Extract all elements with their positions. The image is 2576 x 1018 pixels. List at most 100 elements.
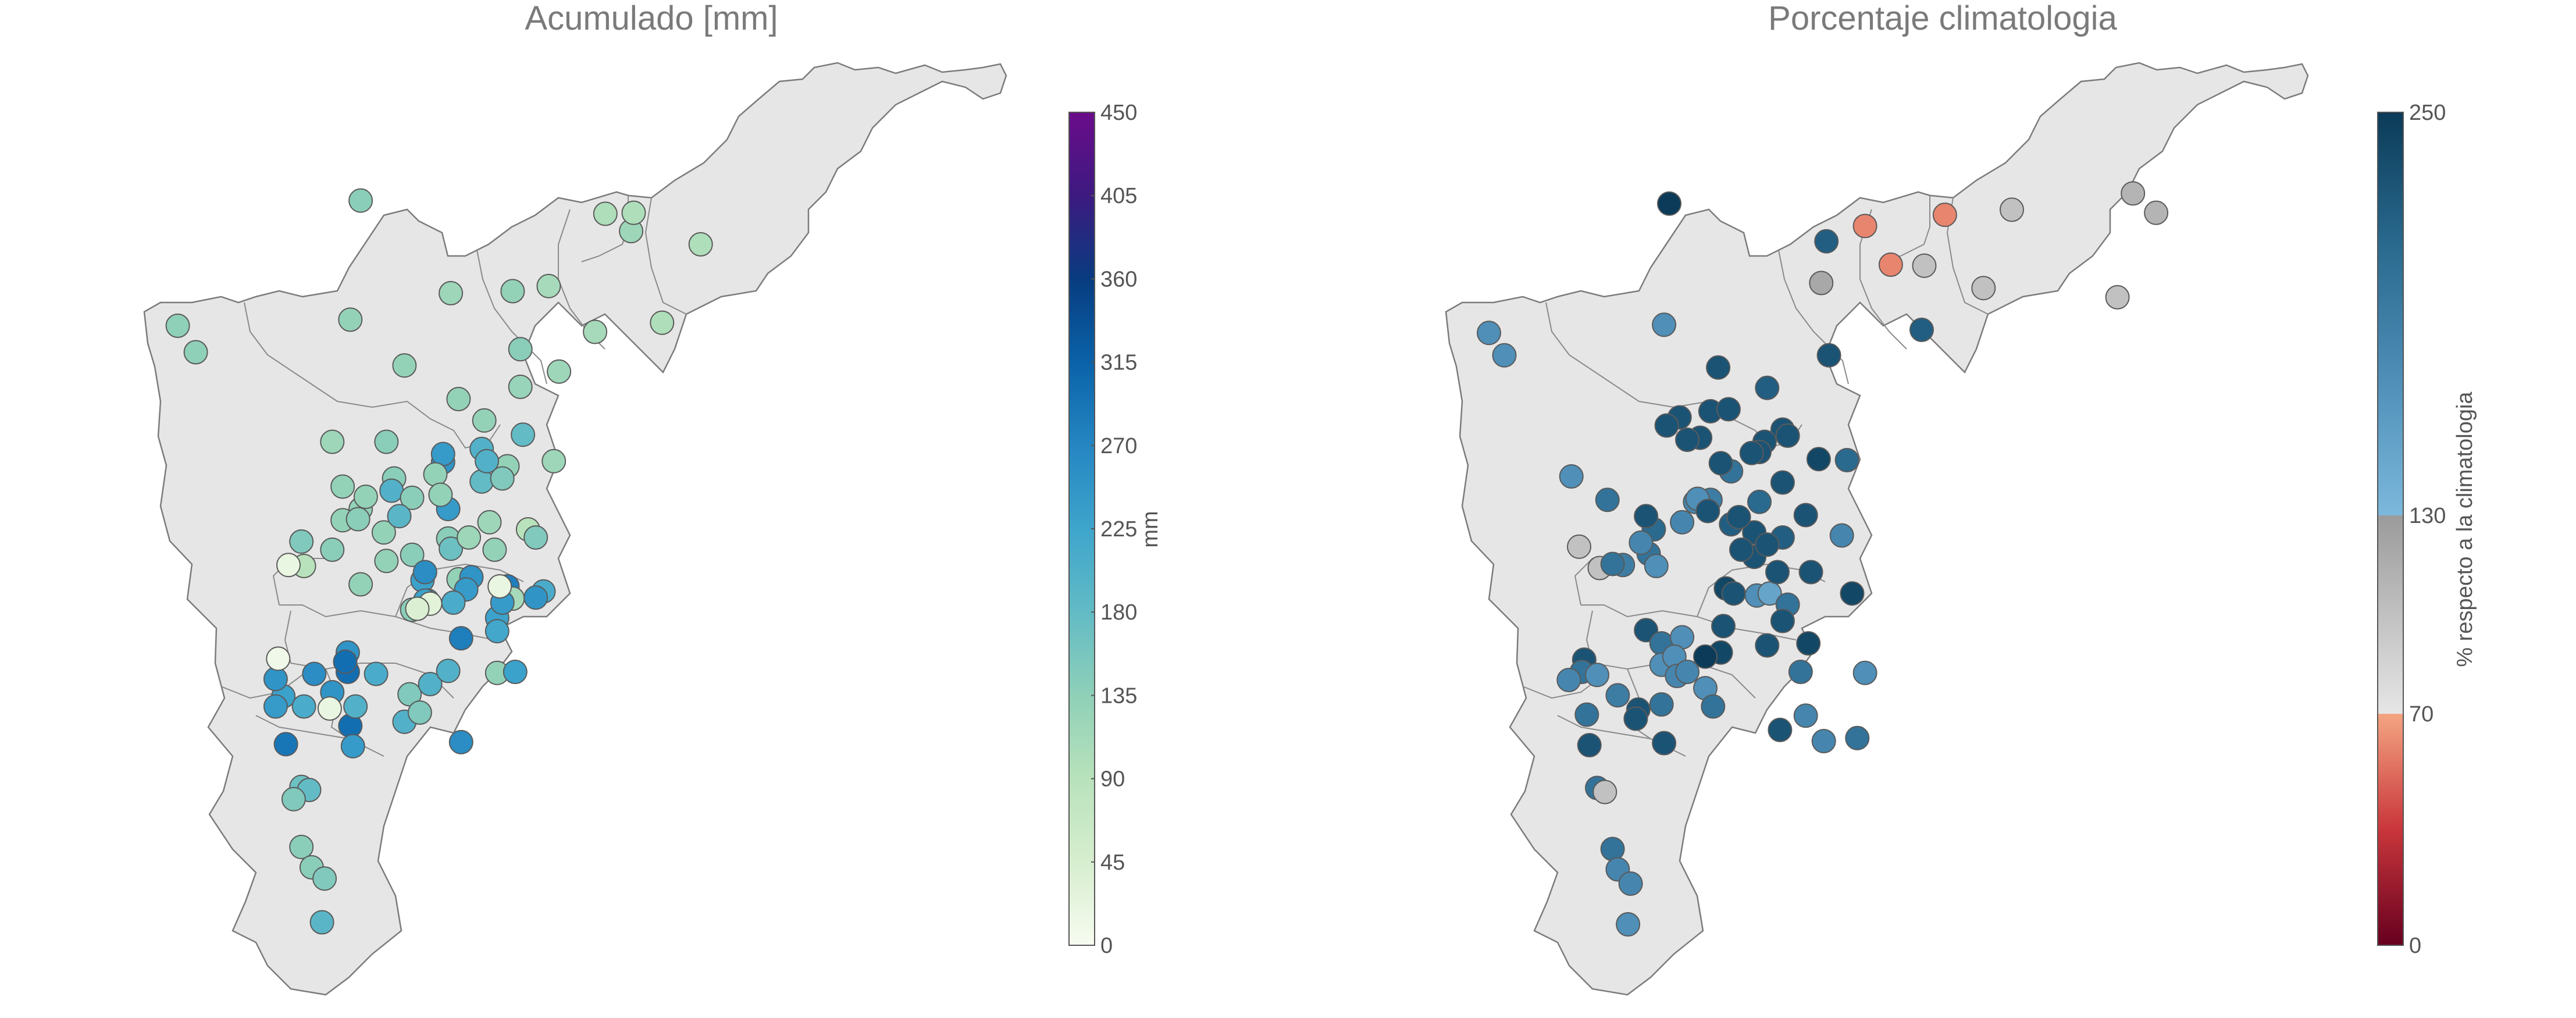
left-station-point	[387, 504, 412, 529]
left-map	[143, 62, 1007, 996]
left-station-point	[428, 482, 453, 507]
right-station-point	[1755, 375, 1780, 400]
left-station-point	[523, 585, 548, 610]
left-colorbar-bar	[1068, 112, 1095, 946]
left-station-point	[469, 469, 494, 494]
right-station-point	[1845, 725, 1870, 750]
right-station-point	[1574, 702, 1599, 727]
left-boundary-4	[644, 197, 687, 315]
left-station-point	[439, 536, 464, 561]
right-station-point	[1739, 440, 1764, 465]
left-station-point	[374, 549, 399, 574]
right-station-point	[1770, 608, 1795, 633]
right-station-point	[1652, 731, 1677, 756]
right-station-point	[1912, 253, 1937, 278]
left-colorbar-label: mm	[1138, 511, 1163, 547]
left-colorbar-tick-label: 360	[1100, 267, 1137, 291]
right-station-point	[1711, 614, 1736, 639]
right-region-outline	[1445, 62, 2309, 996]
right-station-point	[1878, 252, 1903, 277]
left-station-point	[400, 542, 425, 567]
left-station-point	[446, 387, 471, 411]
right-station-point	[1634, 504, 1659, 529]
right-boundary-2	[1778, 250, 1849, 385]
left-station-point	[583, 319, 608, 344]
right-map-title: Porcentaje climatologia	[1768, 0, 2117, 37]
left-station-point	[482, 538, 507, 562]
right-station-point	[1852, 213, 1877, 239]
right-station-point	[1765, 560, 1790, 585]
right-station-point	[1708, 451, 1733, 476]
right-station-point	[1909, 318, 1934, 342]
right-station-point	[1652, 312, 1677, 337]
right-station-point	[1492, 343, 1517, 368]
right-station-point	[1793, 503, 1818, 528]
right-station-point	[1726, 505, 1751, 529]
left-station-point	[320, 429, 345, 454]
right-station-point	[1592, 779, 1617, 805]
left-station-point	[397, 682, 422, 707]
right-station-point	[1852, 660, 1877, 685]
right-station-point	[1806, 447, 1831, 472]
right-station-point	[1768, 717, 1793, 742]
right-boundary-7	[1585, 610, 1756, 699]
right-station-point	[1657, 191, 1681, 216]
left-colorbar-tick-label: 0	[1100, 934, 1113, 958]
left-station-point	[320, 538, 345, 562]
left-station-point	[317, 696, 342, 721]
left-station-point	[593, 201, 618, 226]
left-station-point	[312, 866, 337, 891]
right-station-point	[1834, 448, 1859, 472]
left-map-title: Acumulado [mm]	[525, 0, 778, 37]
left-station-point	[547, 359, 572, 384]
right-station-point	[1811, 729, 1836, 753]
right-colorbar-red-segment	[2378, 714, 2403, 945]
left-station-point	[405, 596, 430, 621]
right-station-points	[1477, 181, 2169, 937]
right-station-point	[1600, 551, 1625, 576]
right-boundary-3	[1859, 209, 1907, 350]
left-station-point	[281, 786, 306, 811]
right-station-point	[1618, 871, 1643, 896]
right-colorbar-tick-label: 130	[2409, 504, 2446, 528]
left-station-point	[441, 590, 466, 615]
left-colorbar-tick-label: 315	[1100, 351, 1137, 375]
left-station-point	[448, 729, 473, 754]
right-station-point	[1770, 470, 1795, 495]
left-station-point	[338, 307, 363, 332]
left-station-points	[165, 188, 713, 935]
right-station-point	[1796, 631, 1821, 656]
right-station-point	[1816, 343, 1841, 368]
right-station-point	[1840, 581, 1865, 606]
left-station-point	[484, 619, 510, 643]
left-station-point	[353, 485, 378, 509]
right-station-point	[2144, 200, 2169, 225]
right-station-point	[1654, 413, 1679, 438]
left-station-point	[448, 626, 473, 651]
right-station-point	[1755, 532, 1780, 557]
left-station-point	[541, 449, 566, 474]
right-station-point	[1693, 644, 1718, 669]
right-station-point	[1932, 202, 1957, 227]
left-station-point	[340, 734, 365, 759]
left-station-point	[500, 279, 525, 304]
left-station-point	[418, 672, 443, 696]
right-station-point	[1623, 706, 1648, 731]
left-station-point	[477, 510, 502, 535]
left-station-point	[309, 910, 334, 935]
left-station-point	[276, 553, 301, 578]
left-station-point	[289, 835, 314, 859]
left-colorbar: 0 45 90 135 180 225 270 315 360 405 450 mm	[1068, 101, 1163, 958]
left-station-point	[273, 732, 298, 757]
right-station-point	[2121, 181, 2146, 206]
left-station-point	[423, 462, 448, 487]
left-station-point	[183, 340, 208, 365]
left-station-point	[348, 572, 373, 597]
right-station-point	[1809, 270, 1834, 296]
left-colorbar-tick-label: 405	[1100, 184, 1137, 208]
left-station-point	[508, 337, 533, 362]
right-colorbar-label: % respecto a la climatologia	[2453, 391, 2477, 667]
left-station-point	[503, 660, 528, 684]
right-station-point	[1716, 397, 1741, 422]
left-station-point	[436, 659, 461, 684]
